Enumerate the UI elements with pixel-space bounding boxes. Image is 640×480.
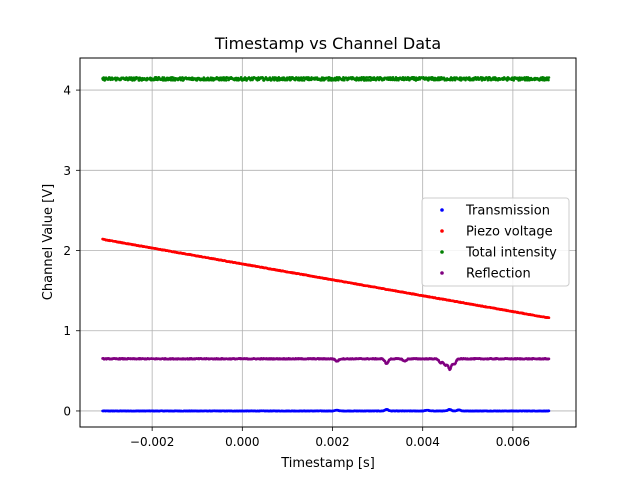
data-point: [547, 357, 551, 361]
data-point: [415, 76, 418, 79]
axes-frame: [79, 57, 577, 428]
y-tick-label: 1: [63, 324, 71, 338]
y-tick-label: 3: [63, 164, 71, 178]
x-tick-label: 0.004: [406, 435, 440, 449]
data-point: [547, 76, 551, 79]
chart-title: Timestamp vs Channel Data: [214, 34, 441, 53]
legend-marker: [440, 250, 444, 254]
data-point: [275, 76, 278, 80]
data-point: [453, 78, 457, 82]
x-tick-label: 0.000: [225, 435, 259, 449]
y-tick-label: 4: [63, 84, 71, 98]
series-piezo-voltage: [101, 237, 551, 320]
legend: Transmission Piezo voltage Total intensity…: [421, 197, 570, 287]
data-point: [362, 76, 366, 79]
legend-marker: [440, 271, 444, 275]
x-axis: −0.002 0.000 0.002 0.004 0.006: [130, 427, 530, 449]
data-point: [523, 78, 527, 82]
data-point: [288, 75, 292, 79]
series-total-intensity: [101, 75, 551, 82]
data-point: [300, 79, 304, 82]
legend-marker: [440, 208, 444, 212]
data-point: [179, 78, 183, 82]
data-point: [547, 409, 551, 413]
legend-label: Total intensity: [465, 246, 557, 261]
x-axis-label: Timestamp [s]: [280, 456, 375, 471]
data-point: [224, 79, 228, 82]
y-axis: 0 1 2 3 4: [63, 84, 80, 418]
legend-label: Piezo voltage: [466, 225, 553, 240]
x-tick-label: 0.002: [315, 435, 349, 449]
data-point: [464, 78, 467, 82]
legend-box: [421, 197, 570, 287]
legend-marker: [440, 229, 444, 233]
legend-label: Transmission: [465, 204, 550, 219]
y-tick-label: 0: [63, 404, 71, 418]
data-point: [337, 78, 340, 82]
data-point: [181, 76, 184, 79]
legend-label: Reflection: [466, 267, 531, 282]
data-point: [129, 78, 132, 81]
data-point: [486, 78, 490, 82]
data-point: [172, 76, 175, 79]
data-point: [547, 316, 551, 320]
y-tick-label: 2: [63, 244, 71, 258]
x-tick-label: 0.006: [496, 435, 530, 449]
series-transmission: [101, 407, 551, 413]
plot-area: [101, 75, 551, 413]
data-point: [302, 79, 306, 82]
x-tick-label: −0.002: [130, 435, 174, 449]
data-point: [512, 79, 515, 82]
series-reflection: [101, 357, 551, 372]
data-point: [547, 78, 550, 82]
y-axis-label: Channel Value [V]: [41, 184, 56, 300]
data-point: [261, 76, 265, 80]
data-point: [202, 76, 206, 79]
